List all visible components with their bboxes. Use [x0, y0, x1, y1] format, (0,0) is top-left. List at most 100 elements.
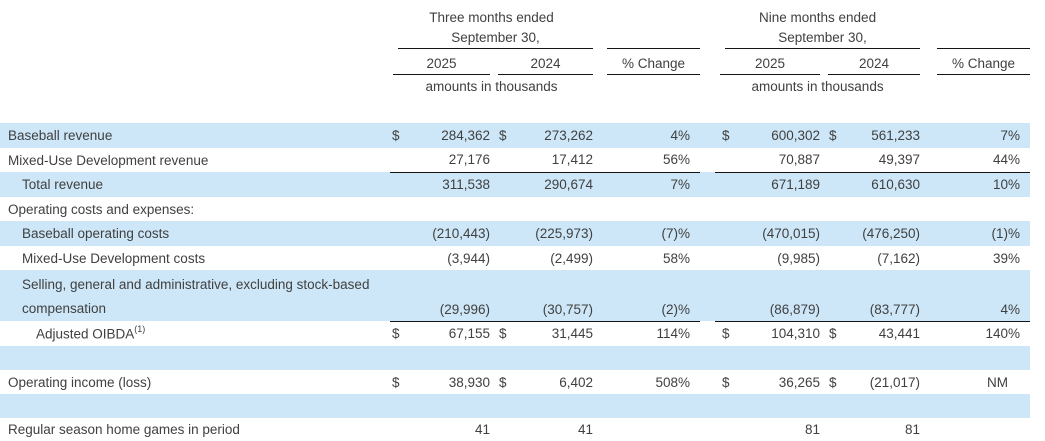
dollar-sign: $ — [392, 374, 400, 390]
cell-3mo-2025: 38,930 — [448, 374, 490, 390]
three-months-year-2024: 2024 — [490, 49, 594, 75]
cell-3mo-pct: 58% — [663, 250, 691, 266]
cell-9mo-2024: 561,233 — [843, 123, 921, 148]
cell-9mo-2025: 671,189 — [730, 171, 821, 197]
cell-9mo-2024: (7,162) — [877, 250, 921, 266]
table-row-baseball-revenue: Baseball revenue $ 284,362 $ 273,262 4% … — [0, 123, 1031, 148]
nine-months-year-2024: 2024 — [820, 49, 921, 75]
cell-9mo-2025: 70,887 — [778, 152, 821, 168]
cell-3mo-pct: 56% — [663, 152, 691, 168]
three-months-units: amounts in thousands — [425, 78, 558, 94]
table-row-total-revenue: Total revenue 311,538 290,674 7% 671,189… — [0, 171, 1031, 197]
dollar-sign: $ — [820, 320, 844, 346]
cell-9mo-pct: 4% — [920, 270, 1031, 321]
cell-9mo-2025: 81 — [805, 422, 821, 437]
nine-months-pct-change-label: % Change — [920, 49, 1031, 75]
row-label: Mixed-Use Development costs — [22, 250, 206, 266]
cell-3mo-2024: (2,499) — [550, 250, 594, 266]
cell-3mo-2025: (3,944) — [447, 250, 490, 266]
table-row-operating-costs-heading: Operating costs and expenses: — [0, 197, 1030, 221]
nine-months-subtitle: September 30, — [715, 25, 921, 49]
cell-3mo-pct: 4% — [593, 123, 701, 148]
row-label: Operating costs and expenses: — [8, 201, 195, 217]
cell-3mo-2025: 67,155 — [405, 320, 490, 346]
spacer-row — [0, 394, 1031, 418]
nine-months-pct-topline — [920, 25, 1031, 49]
dollar-sign: $ — [820, 123, 844, 148]
dollar-sign: $ — [722, 374, 730, 390]
cell-9mo-2025: 104,310 — [730, 320, 821, 346]
table-row-home-games: Regular season home games in period 41 4… — [0, 418, 1030, 441]
cell-3mo-2024: 17,412 — [551, 152, 594, 168]
cell-3mo-2024: 290,674 — [513, 171, 594, 197]
cell-3mo-2024: 31,445 — [513, 320, 594, 346]
header-row-period-title: Three months ended Nine months ended — [0, 0, 1030, 25]
table-row-sga: Selling, general and administrative, exc… — [0, 270, 1031, 321]
table-row-mixed-use-revenue: Mixed-Use Development revenue 27,176 17,… — [0, 148, 1030, 172]
header-spacer — [0, 97, 1030, 123]
cell-3mo-2024: 273,262 — [513, 123, 594, 148]
row-label: Mixed-Use Development revenue — [8, 152, 209, 168]
cell-3mo-2025: 284,362 — [405, 123, 490, 148]
cell-3mo-pct: 508% — [655, 374, 691, 390]
cell-3mo-pct: 7% — [593, 171, 701, 197]
dollar-sign: $ — [829, 374, 837, 390]
footnote-marker: (1) — [134, 324, 146, 335]
table-row-mixed-use-costs: Mixed-Use Development costs (3,944) (2,4… — [0, 246, 1030, 270]
three-months-year-2025: 2025 — [390, 49, 490, 75]
cell-9mo-2024: 81 — [905, 422, 921, 437]
table-row-baseball-operating-costs: Baseball operating costs (210,443) (225,… — [0, 221, 1031, 246]
cell-3mo-2025: 27,176 — [448, 152, 490, 168]
cell-9mo-2024: (83,777) — [843, 270, 921, 321]
cell-3mo-pct: 114% — [593, 320, 701, 346]
cell-9mo-2025: 36,265 — [778, 374, 821, 390]
header-row-period-subtitle: September 30, September 30, — [0, 25, 1031, 49]
table-row-adjusted-oibda: Adjusted OIBDA(1) $ 67,155 $ 31,445 114%… — [0, 320, 1031, 346]
cell-9mo-pct: 39% — [993, 250, 1021, 266]
cell-3mo-2024: 6,402 — [559, 374, 594, 390]
cell-9mo-pct: 140% — [920, 320, 1031, 346]
dollar-sign: $ — [390, 320, 405, 346]
three-months-pct-topline — [593, 25, 701, 49]
cell-3mo-pct: (7)% — [593, 221, 701, 246]
cell-9mo-pct: 7% — [920, 123, 1031, 148]
three-months-pct-change-label: % Change — [593, 49, 701, 75]
cell-3mo-2024: (30,757) — [513, 270, 594, 321]
dollar-sign: $ — [499, 374, 507, 390]
dollar-sign: $ — [490, 320, 513, 346]
cell-9mo-pct: (1)% — [920, 221, 1031, 246]
table-row-operating-income: Operating income (loss) $ 38,930 $ 6,402… — [0, 370, 1030, 394]
cell-3mo-2025: 311,538 — [405, 171, 490, 197]
cell-9mo-2025: (9,985) — [777, 250, 821, 266]
nine-months-year-2025: 2025 — [715, 49, 821, 75]
cell-9mo-2025: 600,302 — [730, 123, 821, 148]
cell-9mo-pct: 10% — [920, 171, 1031, 197]
spacer-row — [0, 346, 1031, 370]
dollar-sign: $ — [715, 320, 731, 346]
row-label: Selling, general and administrative, exc… — [0, 270, 390, 321]
three-months-title: Three months ended — [429, 10, 554, 25]
row-label: Operating income (loss) — [8, 374, 152, 390]
three-months-subtitle: September 30, — [390, 25, 594, 49]
cell-9mo-2024: 49,397 — [878, 152, 921, 168]
dollar-sign: $ — [390, 123, 405, 148]
cell-3mo-pct: (2)% — [593, 270, 701, 321]
cell-3mo-2024: (225,973) — [513, 221, 594, 246]
cell-9mo-pct: 44% — [993, 152, 1021, 168]
cell-9mo-2025: (470,015) — [730, 221, 821, 246]
cell-3mo-2025: (210,443) — [405, 221, 490, 246]
cell-9mo-2024: 43,441 — [843, 320, 921, 346]
row-label: Baseball operating costs — [0, 221, 390, 246]
cell-9mo-2024: (476,250) — [843, 221, 921, 246]
cell-3mo-2025: 41 — [474, 422, 490, 437]
cell-3mo-2025: (29,996) — [405, 270, 490, 321]
cell-9mo-2025: (86,879) — [730, 270, 821, 321]
row-label: Baseball revenue — [0, 123, 390, 148]
dollar-sign: $ — [715, 123, 731, 148]
cell-9mo-pct: NM — [987, 374, 1009, 390]
cell-9mo-2024: 610,630 — [843, 171, 921, 197]
header-row-units: amounts in thousands amounts in thousand… — [0, 75, 1030, 97]
cell-3mo-2024: 41 — [578, 422, 594, 437]
row-label: Adjusted OIBDA(1) — [36, 324, 146, 342]
